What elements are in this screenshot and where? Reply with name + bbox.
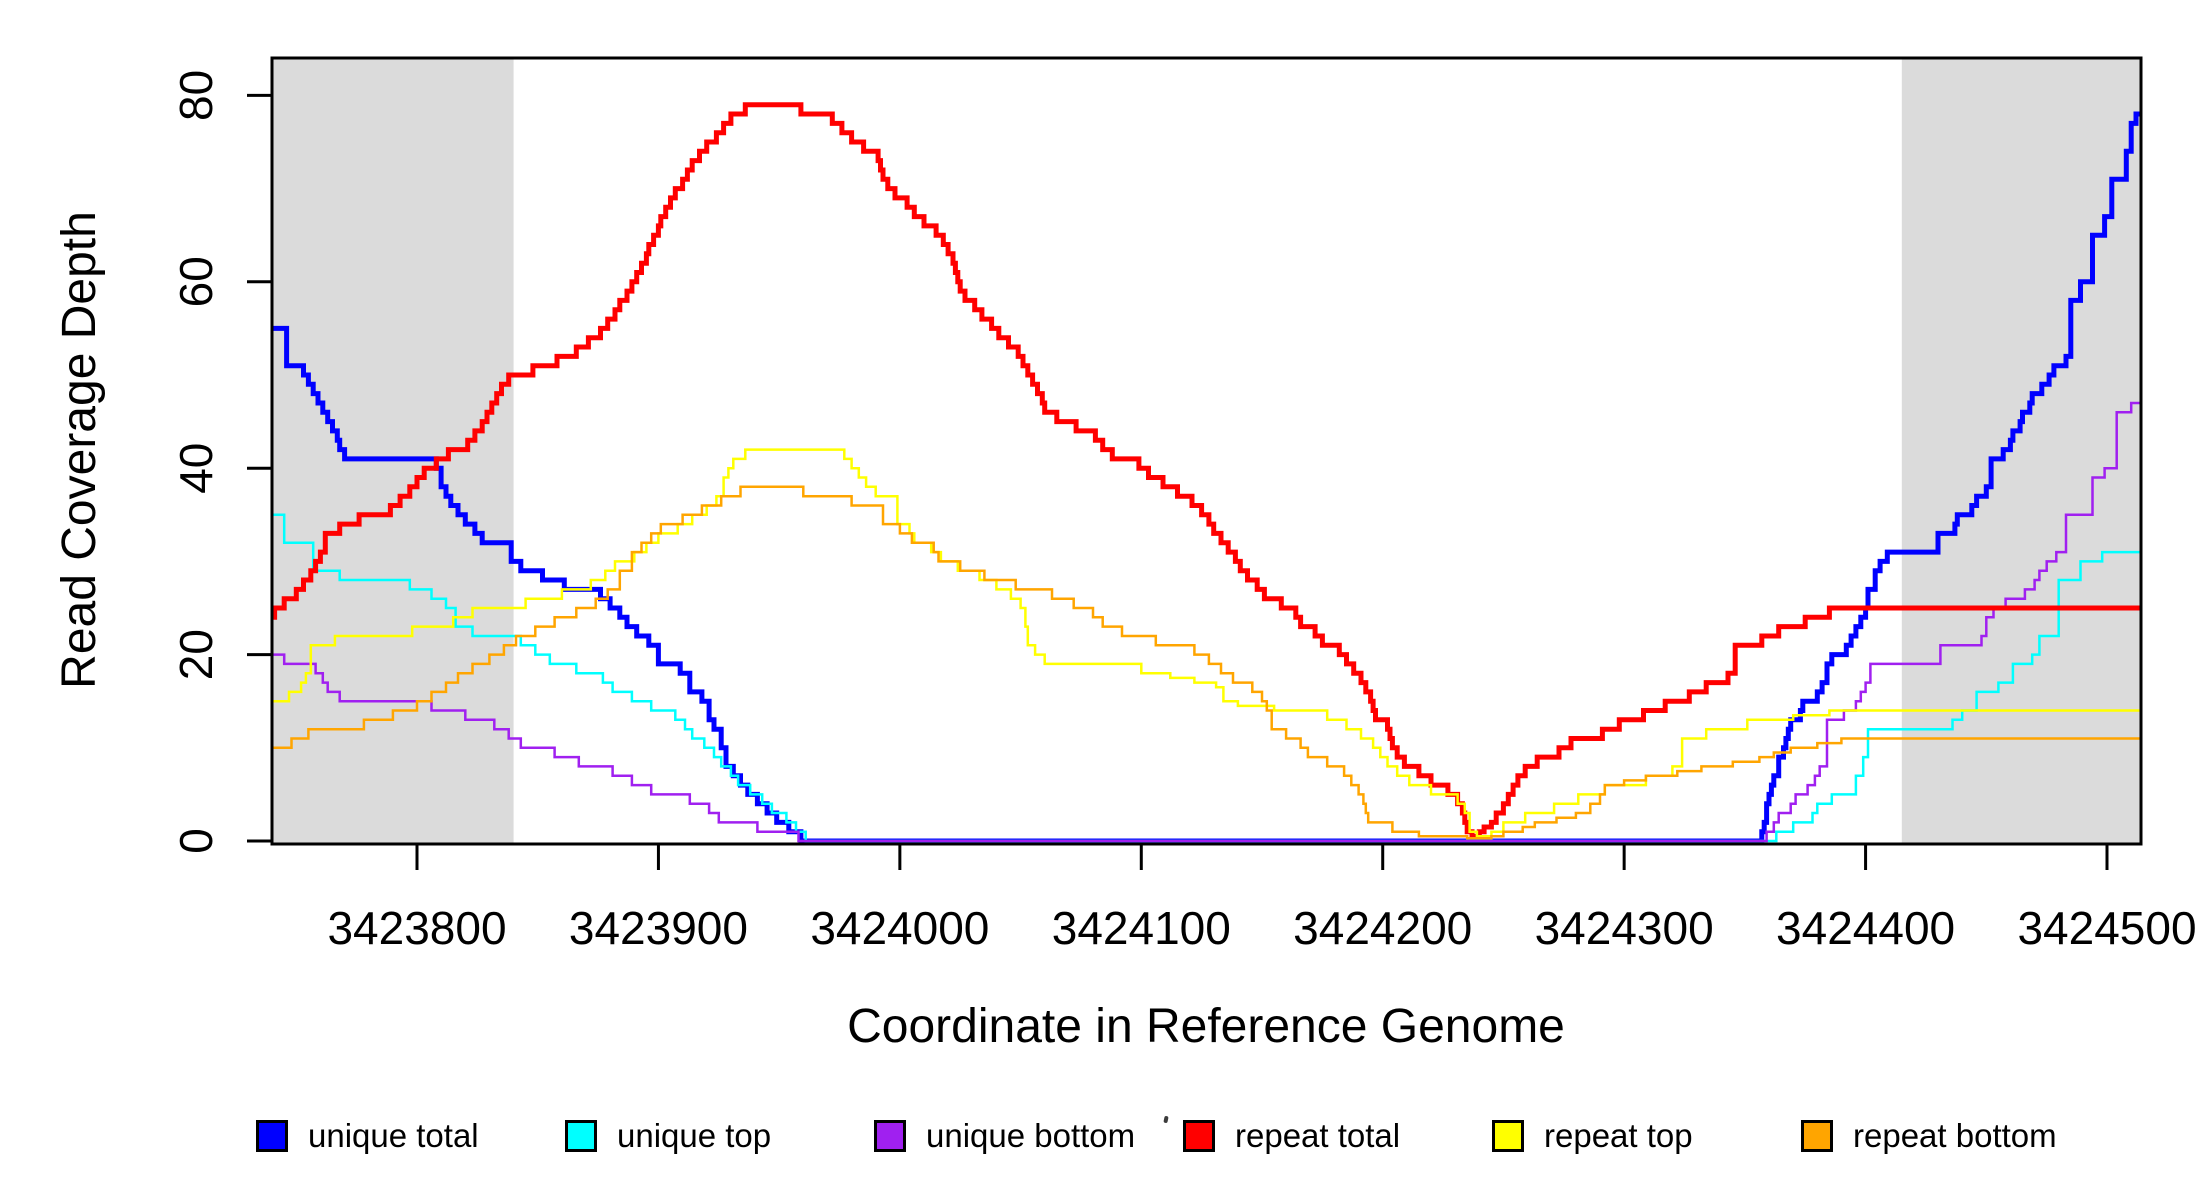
x-tick-label: 3424400 <box>1776 902 1955 954</box>
x-tick-label: 3424500 <box>2017 902 2196 954</box>
x-tick-label: 3423900 <box>569 902 748 954</box>
shaded-region <box>273 59 514 843</box>
series-lines <box>272 102 2141 844</box>
x-tick-label: 3424200 <box>1293 902 1472 954</box>
y-axis-title: Read Coverage Depth <box>53 211 106 689</box>
x-tick-label: 3424100 <box>1052 902 1231 954</box>
x-axis-title: Coordinate in Reference Genome <box>847 1000 1565 1053</box>
x-axis-ticks: 3423800 3423900 3424000 3424100 3424200 34243… <box>327 845 2197 954</box>
plot-frame <box>270 56 2143 846</box>
y-tick-label: 60 <box>170 256 222 307</box>
shaded-region <box>1901 59 2140 843</box>
series-repeat-bottom <box>272 485 2141 840</box>
series-repeat-total <box>272 102 2141 839</box>
series-repeat-top <box>272 448 2141 838</box>
x-tick-label: 3423800 <box>327 902 506 954</box>
series-unique-bottom <box>272 401 2141 843</box>
y-axis-ticks: 0 20 40 60 80 <box>170 70 271 854</box>
series-unique-total <box>272 111 2141 844</box>
y-tick-label: 0 <box>170 828 222 854</box>
y-tick-label: 20 <box>170 629 222 680</box>
y-tick-label: 40 <box>170 443 222 494</box>
x-tick-label: 3424000 <box>810 902 989 954</box>
series-unique-top <box>272 513 2141 843</box>
x-tick-label: 3424300 <box>1535 902 1714 954</box>
y-tick-label: 80 <box>170 70 222 121</box>
shaded-regions <box>273 59 2140 843</box>
